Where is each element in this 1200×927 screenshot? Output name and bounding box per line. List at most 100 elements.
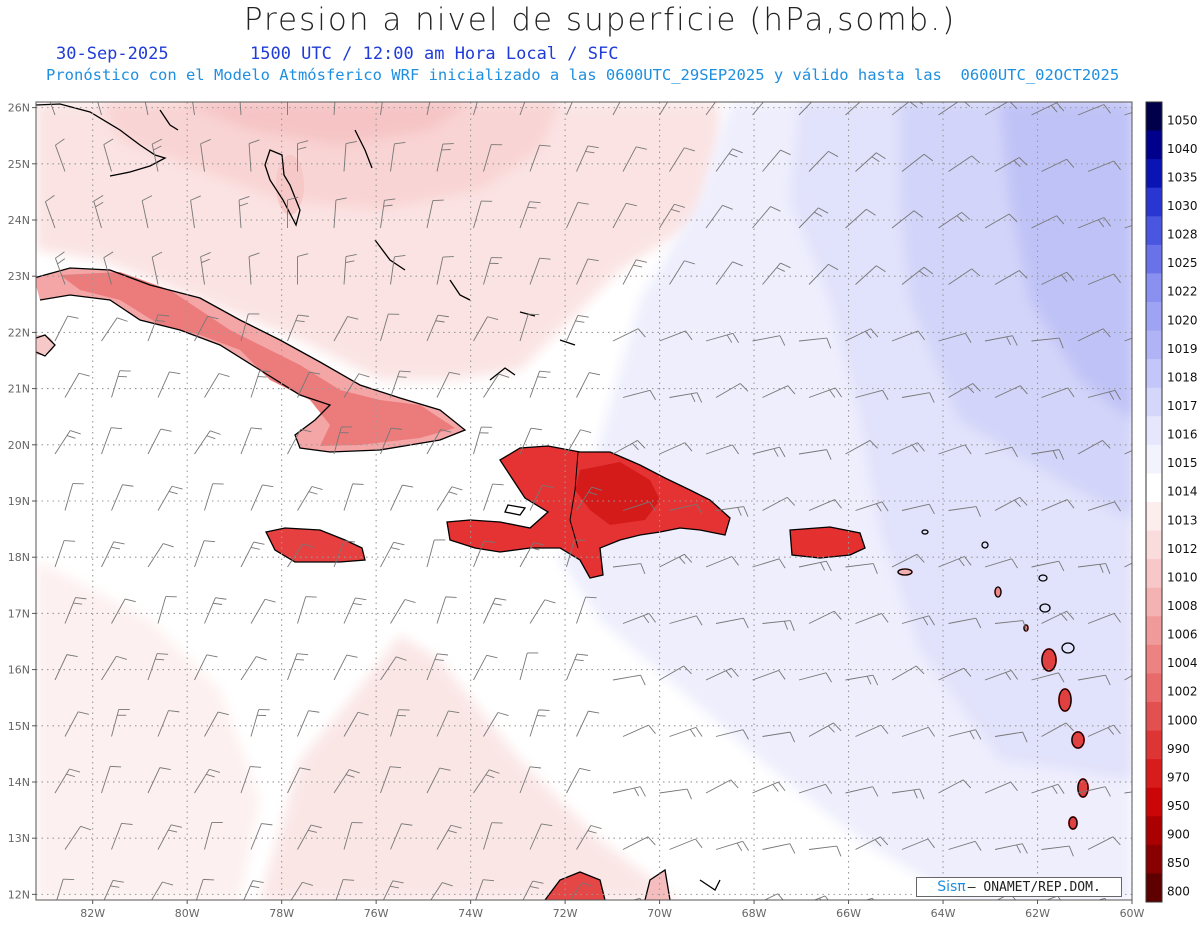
wind-barb: [380, 198, 396, 229]
wind-barb: [994, 620, 1028, 632]
wind-barb: [1124, 791, 1132, 794]
wind-barb: [1041, 499, 1075, 511]
wind-barb: [436, 371, 461, 398]
wind-barb: [101, 655, 127, 681]
colorbar-swatch: [1146, 559, 1162, 589]
wind-barb: [948, 840, 982, 851]
wind-barb: [519, 766, 542, 794]
wind-barb: [1031, 672, 1065, 683]
wind-barb: [1031, 560, 1065, 572]
wind-barb: [891, 665, 925, 681]
colorbar-swatch: [1146, 273, 1162, 303]
wind-barb: [762, 496, 796, 511]
wind-barb: [343, 711, 369, 737]
wind-barb: [333, 654, 358, 681]
wind-barb: [426, 653, 449, 681]
axis-labels: 82W 80W 78W 76W 74W 72W 70W 68W 66W 64W 62W 60W 26N 2…: [8, 102, 1145, 920]
wind-barb: [1124, 337, 1132, 342]
wind-barb: [984, 670, 1018, 681]
wind-barb: [752, 102, 775, 116]
wind-barb: [1041, 387, 1075, 398]
wind-barb: [948, 729, 982, 740]
wind-barb: [566, 653, 588, 681]
wind-barb: [994, 270, 1028, 285]
lon-label: 82W: [80, 907, 105, 920]
forecast-date: 30-Sep-2025: [56, 44, 169, 64]
wind-barb: [436, 256, 454, 285]
wind-barb: [984, 213, 1018, 229]
wind-barb: [705, 779, 739, 794]
colorbar-swatch: [1146, 673, 1162, 703]
wind-barb: [798, 672, 832, 683]
wind-barb: [669, 503, 703, 515]
wind-barb: [483, 483, 504, 511]
wind-barb: [529, 144, 551, 172]
wind-barb: [1124, 225, 1132, 229]
wind-barb: [994, 731, 1028, 743]
wind-barb: [1087, 724, 1121, 737]
wind-barb: [204, 597, 227, 624]
wind-barb: [938, 332, 972, 343]
wind-barb: [659, 330, 693, 342]
wind-barb: [519, 201, 541, 229]
wind-barb: [483, 822, 503, 850]
wind-barb: [192, 102, 195, 116]
island-shading: [36, 155, 1089, 900]
colorbar-swatch: [1146, 702, 1162, 732]
wind-barb: [891, 330, 925, 342]
wind-barb: [938, 556, 972, 568]
colorbar-swatch: [1146, 816, 1162, 846]
colorbar-swatch: [1146, 473, 1162, 503]
wind-barb: [901, 726, 935, 737]
wind-barb: [111, 484, 134, 511]
lat-label: 13N: [8, 832, 30, 845]
wind-barb: [705, 204, 733, 229]
wind-barb: [715, 506, 749, 517]
wind-barb: [798, 207, 829, 229]
sispi-logo: Sisπ: [937, 879, 966, 895]
wind-barb: [56, 878, 75, 900]
wind-barb: [705, 444, 739, 455]
wind-barb: [519, 427, 542, 455]
wind-barb: [576, 486, 603, 511]
lat-label: 12N: [8, 888, 30, 901]
wind-barb: [390, 141, 406, 172]
wind-barb: [1041, 610, 1075, 624]
lon-label: 60W: [1120, 907, 1145, 920]
wind-barb: [901, 392, 935, 403]
wind-barb: [248, 252, 260, 285]
wind-barb: [151, 251, 163, 285]
wind-barb: [752, 558, 786, 569]
wind-barb: [1077, 104, 1111, 116]
wind-barb: [901, 153, 934, 172]
wind-barb: [473, 426, 493, 455]
wind-barb: [54, 430, 81, 455]
wind-barb: [380, 541, 405, 568]
wind-barb: [762, 731, 796, 743]
wind-barb: [1077, 440, 1111, 455]
wind-barb: [855, 152, 886, 172]
wind-barb: [64, 483, 84, 511]
wind-barb: [798, 337, 832, 349]
wind-barb: [762, 843, 796, 854]
wind-barb: [715, 840, 749, 851]
wind-barb: [984, 781, 1018, 794]
wind-barb: [948, 268, 981, 285]
wind-barb: [855, 724, 889, 737]
wind-barb: [333, 197, 347, 229]
wind-barb: [612, 786, 646, 797]
wind-barb: [290, 881, 313, 900]
wind-barb: [566, 767, 591, 794]
wind-barb: [390, 484, 414, 511]
wind-barb: [529, 257, 551, 285]
wind-barb: [1031, 783, 1065, 794]
wind-barb: [1124, 112, 1132, 116]
lon-label: 78W: [269, 907, 294, 920]
colorbar-swatch: [1146, 387, 1162, 417]
colorbar-label: 1010: [1167, 570, 1198, 584]
wind-barb: [436, 710, 460, 737]
wind-barb: [426, 102, 431, 116]
wind-barb: [669, 615, 703, 626]
wind-barb: [798, 560, 832, 572]
wind-barb: [984, 335, 1018, 346]
